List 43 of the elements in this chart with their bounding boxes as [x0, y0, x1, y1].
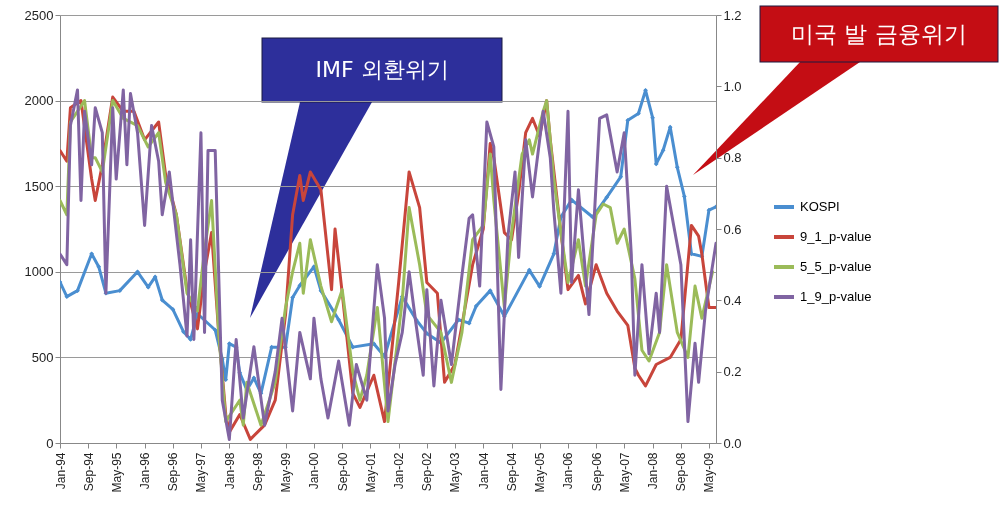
legend-label: KOSPI: [800, 199, 840, 214]
y-tick-label: 500: [31, 349, 54, 365]
y-tick-label: 1500: [24, 178, 54, 194]
x-tick-label: Jan-08: [646, 452, 661, 490]
x-tick-label: Jan-00: [307, 452, 322, 490]
x-tick-label: May-05: [533, 452, 548, 493]
legend-label: 5_5_p-value: [800, 259, 872, 274]
y-tick-label: 1000: [24, 264, 54, 280]
y2-tick-label: 0.8: [723, 150, 742, 166]
text: 미국 발 금융위기: [760, 6, 998, 62]
x-tick-label: Sep-96: [166, 452, 181, 492]
y2-tick-label: 1.2: [723, 7, 742, 23]
legend-label: 1_9_p-value: [800, 289, 872, 304]
y2-tick-label: 0.0: [723, 435, 742, 451]
x-tick-label: May-95: [109, 452, 124, 493]
x-tick-label: Jan-96: [138, 452, 153, 490]
y-tick-label: 2000: [24, 93, 54, 109]
x-tick-label: May-01: [363, 452, 378, 493]
x-tick-label: Sep-02: [420, 452, 435, 492]
x-tick-label: Sep-04: [505, 452, 520, 492]
y2-tick-label: 0.4: [723, 292, 742, 308]
legend-label: 9_1_p-value: [800, 229, 872, 244]
x-tick-label: Jan-06: [561, 452, 576, 490]
y-tick-label: 0: [46, 435, 54, 451]
x-tick-label: May-07: [617, 452, 632, 493]
x-tick-label: May-97: [194, 452, 209, 493]
x-tick-label: Jan-04: [476, 452, 491, 490]
x-tick-label: Jan-02: [392, 452, 407, 490]
x-tick-label: May-99: [279, 452, 294, 493]
y-tick-label: 2500: [24, 7, 54, 23]
x-tick-label: Jan-94: [53, 452, 68, 490]
x-tick-label: Jan-98: [222, 452, 237, 490]
x-tick-label: Sep-00: [335, 452, 350, 492]
y2-tick-label: 0.2: [723, 364, 742, 380]
x-tick-label: Sep-94: [81, 452, 96, 492]
x-tick-label: May-03: [448, 452, 463, 493]
y2-tick-label: 0.6: [723, 221, 742, 237]
annotation: IMF 외환위기: [262, 38, 502, 102]
x-tick-label: May-09: [702, 452, 717, 493]
x-tick-label: Sep-06: [589, 452, 604, 492]
x-tick-label: Sep-98: [251, 452, 265, 492]
y2-tick-label: 1.0: [723, 78, 742, 94]
x-tick-label: Sep-08: [674, 452, 689, 492]
